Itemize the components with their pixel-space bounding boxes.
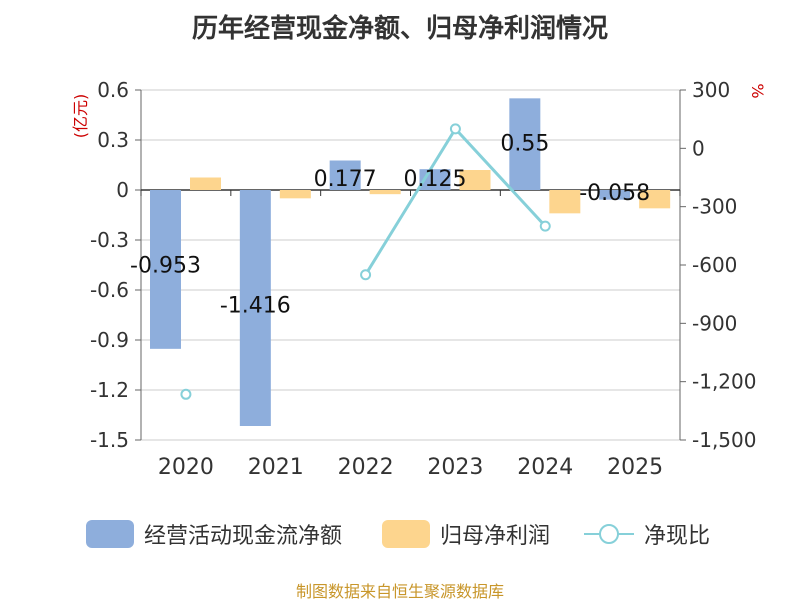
x-tick-label: 2021 xyxy=(248,455,304,480)
axes: 0.6 0.3 0 -0.3 -0.6 -0.9 -1.2 -1.5 300 0 -300 -600 -… xyxy=(90,78,757,480)
bar-profit-2021 xyxy=(279,190,311,199)
data-label-cash-2023: 0.125 xyxy=(404,167,467,192)
x-tick-label: 2020 xyxy=(158,455,214,480)
y2-tick-label: -900 xyxy=(692,311,737,335)
bar-profit-2020 xyxy=(190,177,221,190)
y2-tick-label: -600 xyxy=(692,253,737,277)
bar-cash-2021 xyxy=(239,190,271,426)
y-axis-label: (亿元) xyxy=(71,94,90,139)
legend: 经营活动现金流净额 归母净利润 净现比 xyxy=(0,516,800,556)
x-tick-label: 2025 xyxy=(607,455,663,480)
source-note: 制图数据来自恒生聚源数据库 xyxy=(295,582,504,601)
x-tick-label: 2022 xyxy=(338,455,394,480)
legend-item-profit[interactable]: 归母净利润 xyxy=(382,516,550,552)
bar-cash-2020 xyxy=(150,190,181,349)
chart-canvas: 0.6 0.3 0 -0.3 -0.6 -0.9 -1.2 -1.5 300 0 -300 -600 -… xyxy=(71,78,767,480)
y-tick-label: 0.3 xyxy=(97,128,129,152)
y-tick-label: 0.6 xyxy=(97,78,129,102)
ratio-point-2023 xyxy=(449,123,461,135)
y2-tick-label: 0 xyxy=(692,136,705,160)
bar-cash-2024 xyxy=(509,98,541,190)
legend-swatch-ratio xyxy=(584,520,634,548)
ratio-point-2024 xyxy=(539,220,551,232)
legend-label-profit: 归母净利润 xyxy=(440,524,551,549)
data-label-cash-2024: 0.55 xyxy=(500,131,549,156)
ratio-point-2022 xyxy=(360,269,372,281)
bar-profit-2025 xyxy=(639,190,671,209)
y2-tick-label: 300 xyxy=(692,78,730,102)
x-tick-label: 2024 xyxy=(517,455,573,480)
y-tick-label: -0.9 xyxy=(90,328,129,352)
chart-title: 历年经营现金净额、归母净利润情况 xyxy=(191,14,608,44)
legend-item-ratio[interactable]: 净现比 xyxy=(584,516,710,552)
y-tick-label: -0.3 xyxy=(90,228,129,252)
legend-swatch-cash xyxy=(86,520,134,548)
legend-swatch-profit xyxy=(382,520,430,548)
x-tick-label: 2023 xyxy=(427,455,483,480)
y-tick-label: -0.6 xyxy=(90,278,129,302)
y-tick-label: -1.5 xyxy=(90,428,129,452)
bars xyxy=(150,98,671,426)
data-label-cash-2021: -1.416 xyxy=(220,294,291,319)
y2-tick-label: -300 xyxy=(692,195,737,219)
data-label-cash-2020: -0.953 xyxy=(130,254,201,279)
data-label-cash-2022: 0.177 xyxy=(314,167,377,192)
legend-label-cash: 经营活动现金流净额 xyxy=(144,524,343,549)
data-labels: -0.953 -1.416 0.177 0.125 0.55 -0.058 xyxy=(130,131,650,318)
bar-profit-2024 xyxy=(549,190,581,214)
y2-tick-label: -1,200 xyxy=(692,370,756,394)
ratio-line xyxy=(180,123,551,400)
legend-item-cash[interactable]: 经营活动现金流净额 xyxy=(86,516,342,552)
ratio-point-2020 xyxy=(180,388,192,400)
bar-profit-2022 xyxy=(369,190,401,195)
bar-cash-2022 xyxy=(329,160,361,190)
y-tick-label: -1.2 xyxy=(90,378,129,402)
data-label-cash-2025: -0.058 xyxy=(579,181,650,206)
y2-axis-label: % xyxy=(748,83,767,98)
y-tick-label: 0 xyxy=(116,178,129,202)
y2-tick-label: -1,500 xyxy=(692,428,756,452)
legend-label-ratio: 净现比 xyxy=(644,524,711,549)
gridlines xyxy=(141,89,680,441)
bar-profit-2023 xyxy=(459,170,491,190)
bar-cash-2025 xyxy=(599,190,631,200)
